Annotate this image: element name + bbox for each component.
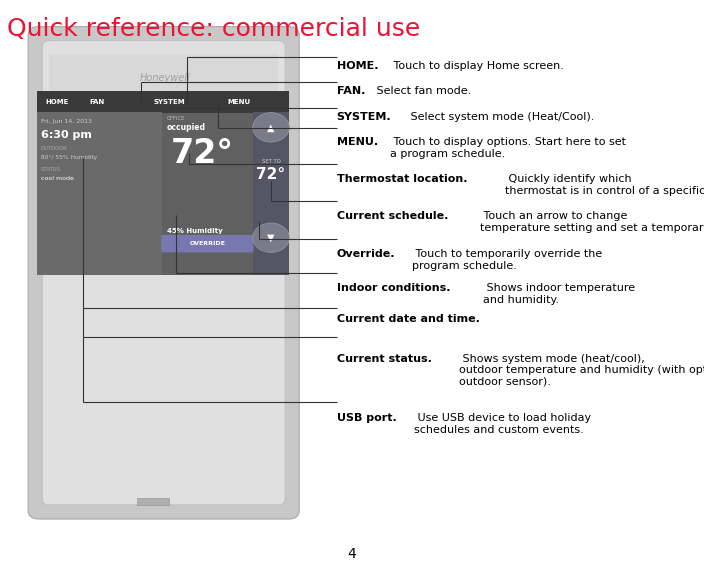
Text: Touch to display Home screen.: Touch to display Home screen.	[390, 61, 564, 71]
Text: 45% Humidity: 45% Humidity	[167, 228, 222, 234]
Text: MENU.: MENU.	[337, 137, 377, 147]
Text: 72°: 72°	[256, 167, 286, 182]
Text: STATUS: STATUS	[41, 168, 61, 172]
Text: SYSTEM.: SYSTEM.	[337, 112, 391, 122]
Text: FAN.: FAN.	[337, 86, 365, 96]
Text: Quick reference: commercial use: Quick reference: commercial use	[7, 17, 420, 41]
Text: 4: 4	[348, 547, 356, 560]
Text: Current schedule.: Current schedule.	[337, 211, 448, 221]
Text: MENU: MENU	[228, 99, 251, 105]
Text: Thermostat location.: Thermostat location.	[337, 174, 467, 185]
Text: Indoor conditions.: Indoor conditions.	[337, 283, 450, 293]
Text: Use USB device to load holiday
schedules and custom events.: Use USB device to load holiday schedules…	[414, 413, 591, 435]
Text: Select fan mode.: Select fan mode.	[373, 86, 472, 96]
FancyBboxPatch shape	[161, 235, 253, 252]
Text: USB port.: USB port.	[337, 413, 396, 423]
Text: Quickly identify which
thermostat is in control of a specific area.: Quickly identify which thermostat is in …	[505, 174, 704, 196]
Text: HOME.: HOME.	[337, 61, 378, 71]
Text: Fri, Jun 14, 2013: Fri, Jun 14, 2013	[41, 119, 92, 124]
Bar	[253, 112, 289, 275]
Circle shape	[253, 223, 289, 252]
Text: 80°/ 55% Humidity: 80°/ 55% Humidity	[41, 155, 97, 160]
Text: Honeywell: Honeywell	[140, 73, 191, 83]
Text: Shows indoor temperature
and humidity.: Shows indoor temperature and humidity.	[483, 283, 635, 305]
Text: cool mode: cool mode	[41, 177, 74, 181]
Text: SYSTEM: SYSTEM	[153, 99, 184, 105]
Text: Touch an arrow to change
temperature setting and set a temporary hold.: Touch an arrow to change temperature set…	[480, 211, 704, 233]
Text: Touch to temporarily override the
program schedule.: Touch to temporarily override the progra…	[412, 249, 602, 271]
Text: 72°: 72°	[170, 138, 233, 170]
Text: ▲: ▲	[268, 122, 275, 132]
Text: ▼: ▼	[268, 233, 275, 243]
Text: Touch to display options. Start here to set
a program schedule.: Touch to display options. Start here to …	[389, 137, 626, 158]
Text: Select system mode (Heat/Cool).: Select system mode (Heat/Cool).	[407, 112, 594, 122]
Bar	[137, 498, 169, 505]
Bar	[37, 91, 289, 113]
Text: OUTDOOR: OUTDOOR	[41, 146, 68, 151]
Text: Override.: Override.	[337, 249, 395, 259]
Text: Current date and time.: Current date and time.	[337, 314, 479, 324]
FancyBboxPatch shape	[28, 27, 299, 519]
Text: FAN: FAN	[89, 99, 105, 105]
Text: occupied: occupied	[167, 123, 206, 132]
Bar	[37, 108, 289, 275]
FancyBboxPatch shape	[42, 41, 285, 505]
Text: OVERRIDE: OVERRIDE	[190, 241, 225, 246]
Text: Current status.: Current status.	[337, 354, 432, 364]
Text: 6:30 pm: 6:30 pm	[41, 130, 92, 140]
Text: OFFICE: OFFICE	[167, 117, 185, 121]
Text: HOME: HOME	[45, 99, 69, 105]
Bar	[49, 54, 278, 102]
Bar	[37, 112, 162, 275]
Text: Shows system mode (heat/cool),
outdoor temperature and humidity (with optional
o: Shows system mode (heat/cool), outdoor t…	[459, 354, 704, 387]
Text: SET TO: SET TO	[262, 159, 280, 164]
Circle shape	[253, 113, 289, 142]
